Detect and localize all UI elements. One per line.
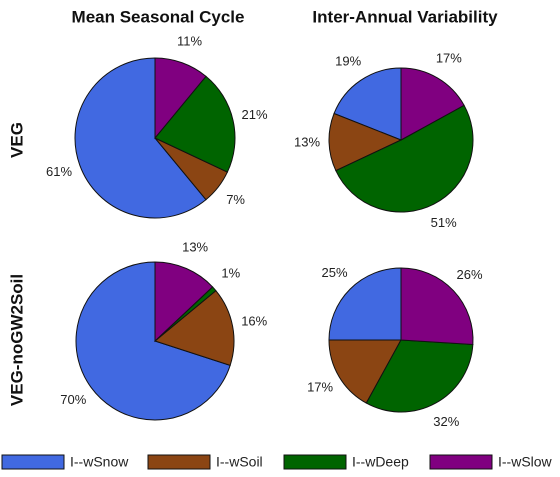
legend-swatch	[283, 454, 347, 470]
slice-label: 11%	[177, 33, 202, 48]
slice-label: 19%	[335, 54, 361, 69]
pie-slice	[333, 67, 402, 141]
slice-label: 26%	[457, 267, 483, 282]
slice-label: 7%	[226, 192, 245, 207]
pie-slice	[328, 339, 402, 404]
slice-label: 32%	[433, 414, 459, 429]
legend-swatch	[1, 454, 65, 470]
pie-slice	[154, 261, 214, 343]
pie-slice	[400, 67, 465, 141]
legend-label: I--wSnow	[70, 454, 129, 470]
pie-slice	[328, 267, 402, 341]
column-title: Inter-Annual Variability	[312, 7, 498, 26]
slice-label: 17%	[307, 379, 333, 394]
pie-slice	[154, 57, 207, 140]
slice-label: 1%	[221, 266, 240, 281]
slice-label: 25%	[322, 265, 348, 280]
slice-label: 51%	[431, 215, 457, 230]
pie-slice	[74, 57, 207, 219]
legend-label: I--wSlow	[498, 454, 553, 470]
legend-label: I--wDeep	[352, 454, 409, 470]
slice-label: 21%	[242, 107, 268, 122]
row-label: VEG-noGW2Soil	[7, 274, 26, 406]
slice-label: 61%	[46, 164, 72, 179]
slice-label: 70%	[60, 392, 86, 407]
pie-slice	[154, 75, 236, 173]
legend-label: I--wSoil	[216, 454, 263, 470]
pie-slice	[335, 104, 474, 213]
pie-slice	[328, 112, 403, 172]
legend-swatch	[147, 454, 211, 470]
slice-label: 16%	[241, 314, 267, 329]
legend-swatch	[429, 454, 493, 470]
pie-slice	[75, 261, 231, 421]
column-title: Mean Seasonal Cycle	[72, 7, 245, 26]
row-label: VEG	[7, 122, 26, 158]
slice-label: 13%	[294, 134, 320, 149]
slice-label: 17%	[436, 51, 462, 66]
pie-slice	[153, 289, 235, 367]
pie-slice	[400, 267, 474, 346]
slice-label: 13%	[182, 240, 208, 255]
pie-slice	[365, 339, 474, 413]
